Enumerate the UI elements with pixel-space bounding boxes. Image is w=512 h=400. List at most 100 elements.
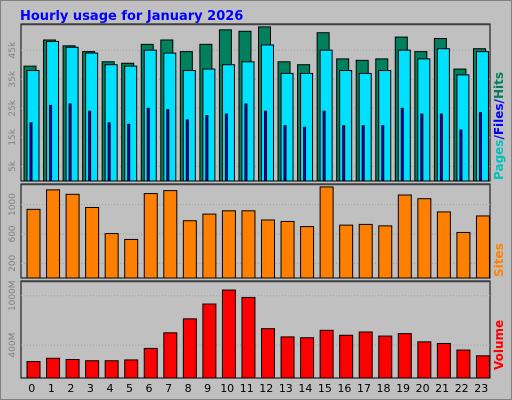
files-bar — [221, 64, 235, 182]
x-tick-label: 5 — [126, 382, 133, 395]
volume-bar — [261, 328, 275, 379]
volume-bar — [456, 349, 471, 379]
files-bar — [417, 58, 431, 182]
pages-bar — [107, 122, 111, 182]
sites-bar — [124, 238, 139, 279]
sites-bar — [65, 193, 80, 279]
hits-files-pages-tick-label: 5k — [8, 160, 18, 172]
axis-label-sites: Sites — [492, 243, 506, 277]
pages-bar — [439, 113, 443, 182]
sites-bar — [319, 186, 334, 279]
volume-tick-label: 400M — [8, 333, 18, 358]
volume-bar — [143, 347, 158, 379]
files-bar — [65, 46, 79, 182]
x-axis-labels: 0 1 2 3 4 5 6 7 8 9 10 11 12 13 14 15 16 17 18 19 20 21 22 23 — [28, 382, 488, 395]
files-bar — [475, 51, 489, 182]
files-bar — [26, 70, 40, 182]
x-tick-label: 15 — [318, 382, 332, 395]
volume-bar — [85, 360, 100, 379]
sites-bar — [104, 233, 119, 279]
pages-bar — [303, 126, 307, 182]
x-tick-label: 14 — [298, 382, 312, 395]
pages-bar — [127, 123, 131, 182]
x-tick-label: 20 — [416, 382, 430, 395]
sites-bar — [358, 223, 373, 279]
files-bar — [124, 65, 138, 182]
x-tick-label: 17 — [357, 382, 371, 395]
pages-bar — [166, 109, 170, 182]
volume-plot-area — [20, 280, 491, 379]
volume-bar — [124, 359, 139, 379]
sites-bar — [221, 210, 236, 279]
axis-label-volume: Volume — [492, 320, 506, 370]
pages-bar — [342, 125, 346, 182]
sites-bar — [85, 207, 100, 279]
x-tick-label: 7 — [165, 382, 172, 395]
volume-bar — [417, 341, 432, 379]
sites-bar — [436, 211, 451, 279]
pages-bar — [478, 112, 482, 182]
x-tick-label: 0 — [28, 382, 35, 395]
hits-files-pages-tick-label: 45k — [8, 41, 18, 58]
volume-bar — [221, 289, 236, 379]
files-bar — [339, 70, 353, 182]
pages-bar — [400, 107, 404, 182]
files-bar — [163, 52, 177, 182]
axis-label-hits: Hits — [492, 72, 506, 99]
volume-bar — [26, 361, 41, 379]
volume-bar — [104, 360, 119, 379]
x-tick-label: 6 — [146, 382, 153, 395]
pages-bar — [205, 115, 209, 182]
x-tick-label: 2 — [67, 382, 74, 395]
pages-bar — [264, 110, 267, 182]
volume-bar — [436, 342, 451, 379]
x-tick-label: 8 — [185, 382, 192, 395]
files-bar — [280, 72, 294, 182]
sites-tick-label: 200 — [8, 254, 18, 271]
sites-tick-label: 1000 — [8, 193, 18, 216]
files-bar — [104, 64, 118, 182]
files-bar — [241, 61, 255, 182]
x-tick-label: 19 — [396, 382, 410, 395]
panel-volume: 400M 1000M — [8, 280, 491, 379]
x-tick-label: 3 — [87, 382, 94, 395]
axis-label-sep1: / — [492, 135, 506, 140]
files-bar — [182, 70, 196, 182]
pages-bar — [322, 110, 326, 182]
sites-bar — [202, 213, 217, 279]
x-tick-label: 1 — [48, 382, 55, 395]
pages-bar — [459, 129, 463, 182]
pages-bar — [88, 110, 92, 182]
sites-bar — [475, 215, 490, 279]
sites-bar — [280, 220, 295, 279]
pages-bar — [420, 113, 424, 182]
axis-label-pages-files-hits: Pages/Files/Hits — [492, 72, 506, 180]
sites-bar — [339, 224, 354, 279]
files-bar — [143, 49, 157, 182]
pages-bar — [185, 119, 189, 182]
axis-label-sep2: / — [492, 98, 506, 103]
sites-bar — [163, 190, 178, 279]
x-tick-label: 21 — [435, 382, 449, 395]
sites-bar — [261, 219, 275, 279]
panel-sites: 200 600 1000 — [8, 183, 491, 279]
volume-bar — [163, 332, 178, 379]
x-tick-label: 23 — [474, 382, 488, 395]
pages-bar — [68, 103, 72, 182]
pages-bar — [361, 125, 365, 182]
files-bar — [378, 70, 392, 182]
files-bar — [456, 74, 470, 182]
volume-bar — [280, 336, 295, 379]
sites-bar — [241, 210, 256, 279]
x-tick-label: 4 — [106, 382, 113, 395]
pages-bar — [381, 125, 385, 182]
volume-bar — [46, 357, 61, 379]
files-bar — [261, 44, 274, 182]
volume-bar — [378, 335, 393, 379]
sites-bar — [417, 198, 432, 279]
files-bar — [85, 52, 99, 182]
volume-bar — [182, 318, 197, 379]
hits-files-pages-tick-label: 15k — [8, 128, 18, 145]
x-tick-label: 22 — [455, 382, 469, 395]
